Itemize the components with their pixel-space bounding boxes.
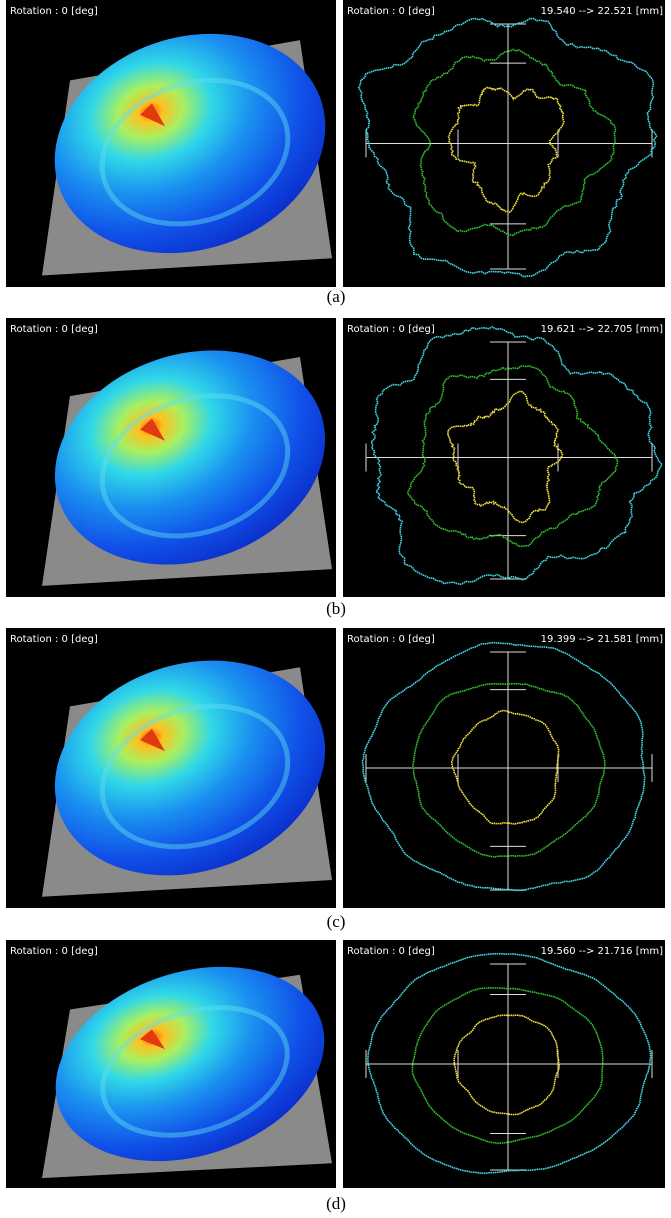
rotation-label: Rotation : 0 [deg] xyxy=(347,946,435,957)
caption: (b) xyxy=(326,599,346,618)
range-label: 19.621 --> 22.705 [mm] xyxy=(541,324,663,335)
rotation-label: Rotation : 0 [deg] xyxy=(10,6,98,17)
rotation-label: Rotation : 0 [deg] xyxy=(347,324,435,335)
rotation-label: Rotation : 0 [deg] xyxy=(10,324,98,335)
figure: Rotation : 0 [deg] Rotation : 0 [deg] 19.5… xyxy=(0,0,671,1218)
rotation-label: Rotation : 0 [deg] xyxy=(347,6,435,17)
rotation-label: Rotation : 0 [deg] xyxy=(347,634,435,645)
caption: (d) xyxy=(326,1194,346,1213)
range-label: 19.540 --> 22.521 [mm] xyxy=(541,6,663,17)
panel-row: Rotation : 0 [deg] Rotation : 0 [deg] 19.6… xyxy=(6,317,665,599)
panel-row: Rotation : 0 [deg] Rotation : 0 [deg] 19.5… xyxy=(6,934,665,1194)
range-label: 19.399 --> 21.581 [mm] xyxy=(541,634,663,645)
panel-row: Rotation : 0 [deg] Rotation : 0 [deg] 19.5… xyxy=(6,0,665,287)
range-label: 19.560 --> 21.716 [mm] xyxy=(541,946,663,957)
caption: (c) xyxy=(327,912,346,931)
caption: (a) xyxy=(327,287,346,306)
rotation-label: Rotation : 0 [deg] xyxy=(10,946,98,957)
panel-row: Rotation : 0 [deg] Rotation : 0 [deg] 19.3… xyxy=(6,627,665,909)
rotation-label: Rotation : 0 [deg] xyxy=(10,634,98,645)
